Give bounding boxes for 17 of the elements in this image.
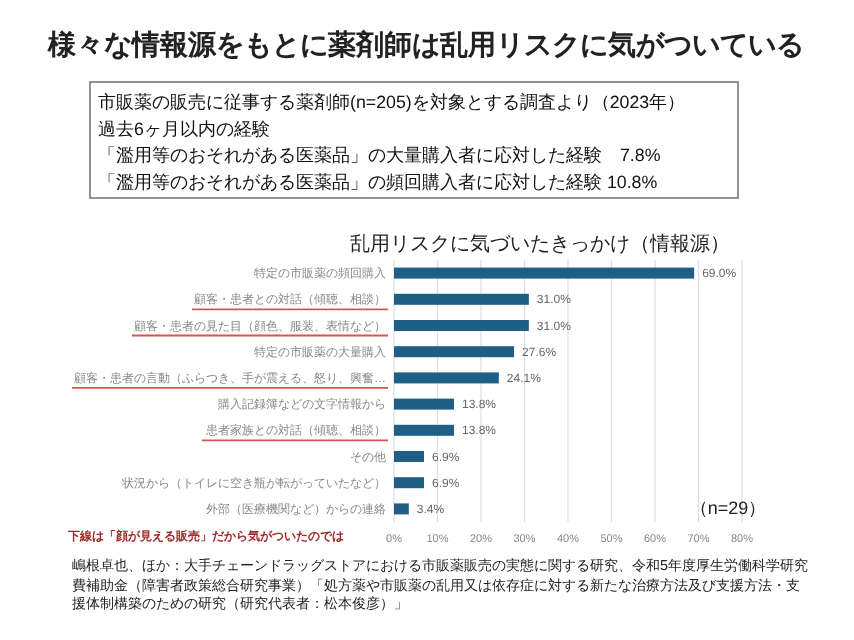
annotation: （n=29）: [689, 498, 767, 518]
bar: [394, 503, 409, 515]
bar: [394, 320, 529, 331]
bar: [394, 372, 499, 384]
chart-subtitle: 乱用リスクに気づいたきっかけ（情報源）: [350, 232, 730, 256]
text: 「濫用等のおそれがある医薬品」の頻回購入者に応対した経験 10.8%: [98, 171, 658, 192]
chart-title: 様々な情報源をもとに薬剤師は乱用リスクに気がついている: [46, 28, 804, 60]
bar: [394, 293, 529, 305]
text: 市販薬の販売に従事する薬剤師(n=205)を対象とする調査より（2023年）: [98, 92, 686, 112]
bar: [394, 267, 695, 279]
bar: [394, 477, 425, 489]
bar: [394, 451, 425, 462]
bar: [394, 398, 455, 410]
bar: [394, 346, 515, 358]
bar: [394, 424, 455, 436]
text: 過去6ヶ月以内の経験: [98, 118, 270, 139]
text: 「濫用等のおそれがある医薬品」の大量購入者に応対した経験 7.8%: [98, 145, 661, 166]
